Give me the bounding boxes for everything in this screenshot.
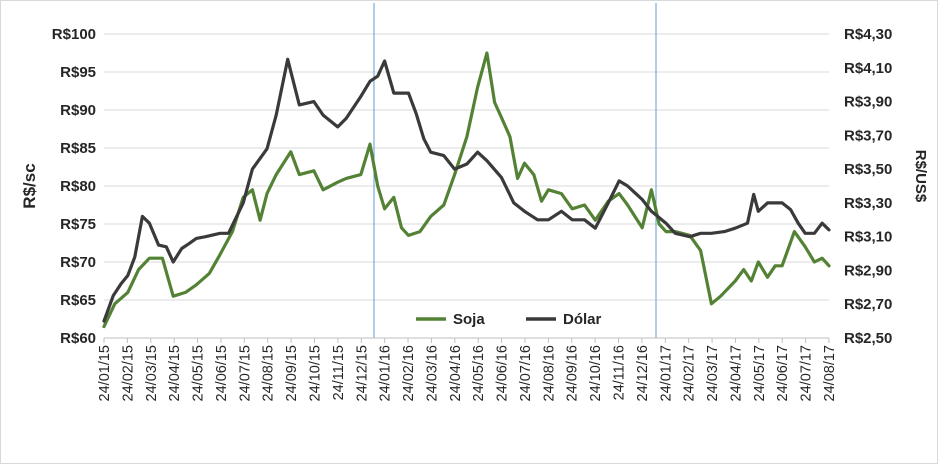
gridlines: [104, 33, 829, 339]
y-left-tick-label: R$90: [60, 102, 96, 119]
y-right-axis-title: R$/US$: [912, 150, 929, 203]
y-right-tick-label: R$3,70: [844, 127, 892, 144]
y-left-tick-label: R$100: [52, 26, 96, 43]
x-tick-label: 24/02/16: [401, 345, 417, 401]
x-tick-label: 24/06/17: [775, 345, 791, 401]
x-tick-label: 24/04/15: [167, 345, 183, 401]
x-tick-label: 24/01/15: [97, 345, 113, 401]
series-line-dólar: [102, 57, 831, 323]
y-right-tick-label: R$2,50: [844, 330, 892, 347]
x-tick-label: 24/05/17: [752, 345, 768, 401]
x-tick-label: 24/05/15: [191, 345, 207, 401]
x-tick-label: 24/03/17: [705, 345, 721, 401]
x-tick-label: 24/03/16: [424, 345, 440, 401]
x-tick-label: 24/04/17: [728, 345, 744, 401]
legend: Soja Dólar: [416, 311, 602, 328]
x-tick-label: 24/05/16: [471, 345, 487, 401]
x-tick-label: 24/06/15: [214, 345, 230, 401]
x-tick-label: 24/09/15: [284, 345, 300, 401]
y-left-tick-label: R$95: [60, 64, 96, 81]
y-left-tick-label: R$65: [60, 292, 96, 309]
x-tick-label: 24/03/15: [144, 345, 160, 401]
x-tick-label: 24/07/17: [799, 345, 815, 401]
x-tick-label: 24/01/16: [378, 345, 394, 401]
y-right-tick-label: R$3,50: [844, 161, 892, 178]
x-tick-label: 24/10/16: [588, 345, 604, 401]
series-line-soja: [102, 51, 831, 329]
y-left-tick-label: R$60: [60, 330, 96, 347]
x-tick-label: 24/07/16: [518, 345, 534, 401]
x-tick-label: 24/08/16: [541, 345, 557, 401]
y-right-tick-label: R$3,30: [844, 195, 892, 212]
series-lines: [102, 51, 831, 329]
x-tick-label: 24/02/17: [682, 345, 698, 401]
x-tick-label: 24/08/17: [822, 345, 838, 401]
y-left-tick-label: R$75: [60, 216, 96, 233]
y-right-tick-label: R$4,10: [844, 60, 892, 77]
y-left-axis-title: R$/sc: [20, 163, 39, 208]
y-right-tick-label: R$3,90: [844, 94, 892, 111]
x-tick-label: 24/01/17: [658, 345, 674, 401]
y-right-tick-label: R$4,30: [844, 26, 892, 43]
x-tick-label: 24/12/16: [635, 345, 651, 401]
y-left-tick-label: R$80: [60, 178, 96, 195]
y-right-tick-label: R$2,90: [844, 262, 892, 279]
x-tick-label: 24/07/15: [237, 345, 253, 401]
x-tick-label: 24/06/16: [495, 345, 511, 401]
x-tick-label: 24/02/15: [120, 345, 136, 401]
y-right-tick-label: R$2,70: [844, 296, 892, 313]
x-tick-label: 24/08/15: [261, 345, 277, 401]
y-right-tick-label: R$3,10: [844, 229, 892, 246]
x-tick-label: 24/09/16: [565, 345, 581, 401]
axes: R$60 R$65 R$70 R$75 R$80 R$85 R$90 R$95 R$100 R$2…: [20, 26, 929, 401]
x-tick-label: 24/11/15: [331, 345, 347, 400]
x-tick-label: 24/04/16: [448, 345, 464, 401]
x-tick-label: 24/12/15: [354, 345, 370, 401]
y-left-tick-label: R$85: [60, 140, 96, 157]
y-left-tick-label: R$70: [60, 254, 96, 271]
x-tick-label: 24/11/16: [612, 345, 628, 400]
x-tick-label: 24/10/15: [307, 345, 323, 401]
legend-label: Soja: [453, 311, 485, 328]
legend-label: Dólar: [563, 311, 602, 328]
